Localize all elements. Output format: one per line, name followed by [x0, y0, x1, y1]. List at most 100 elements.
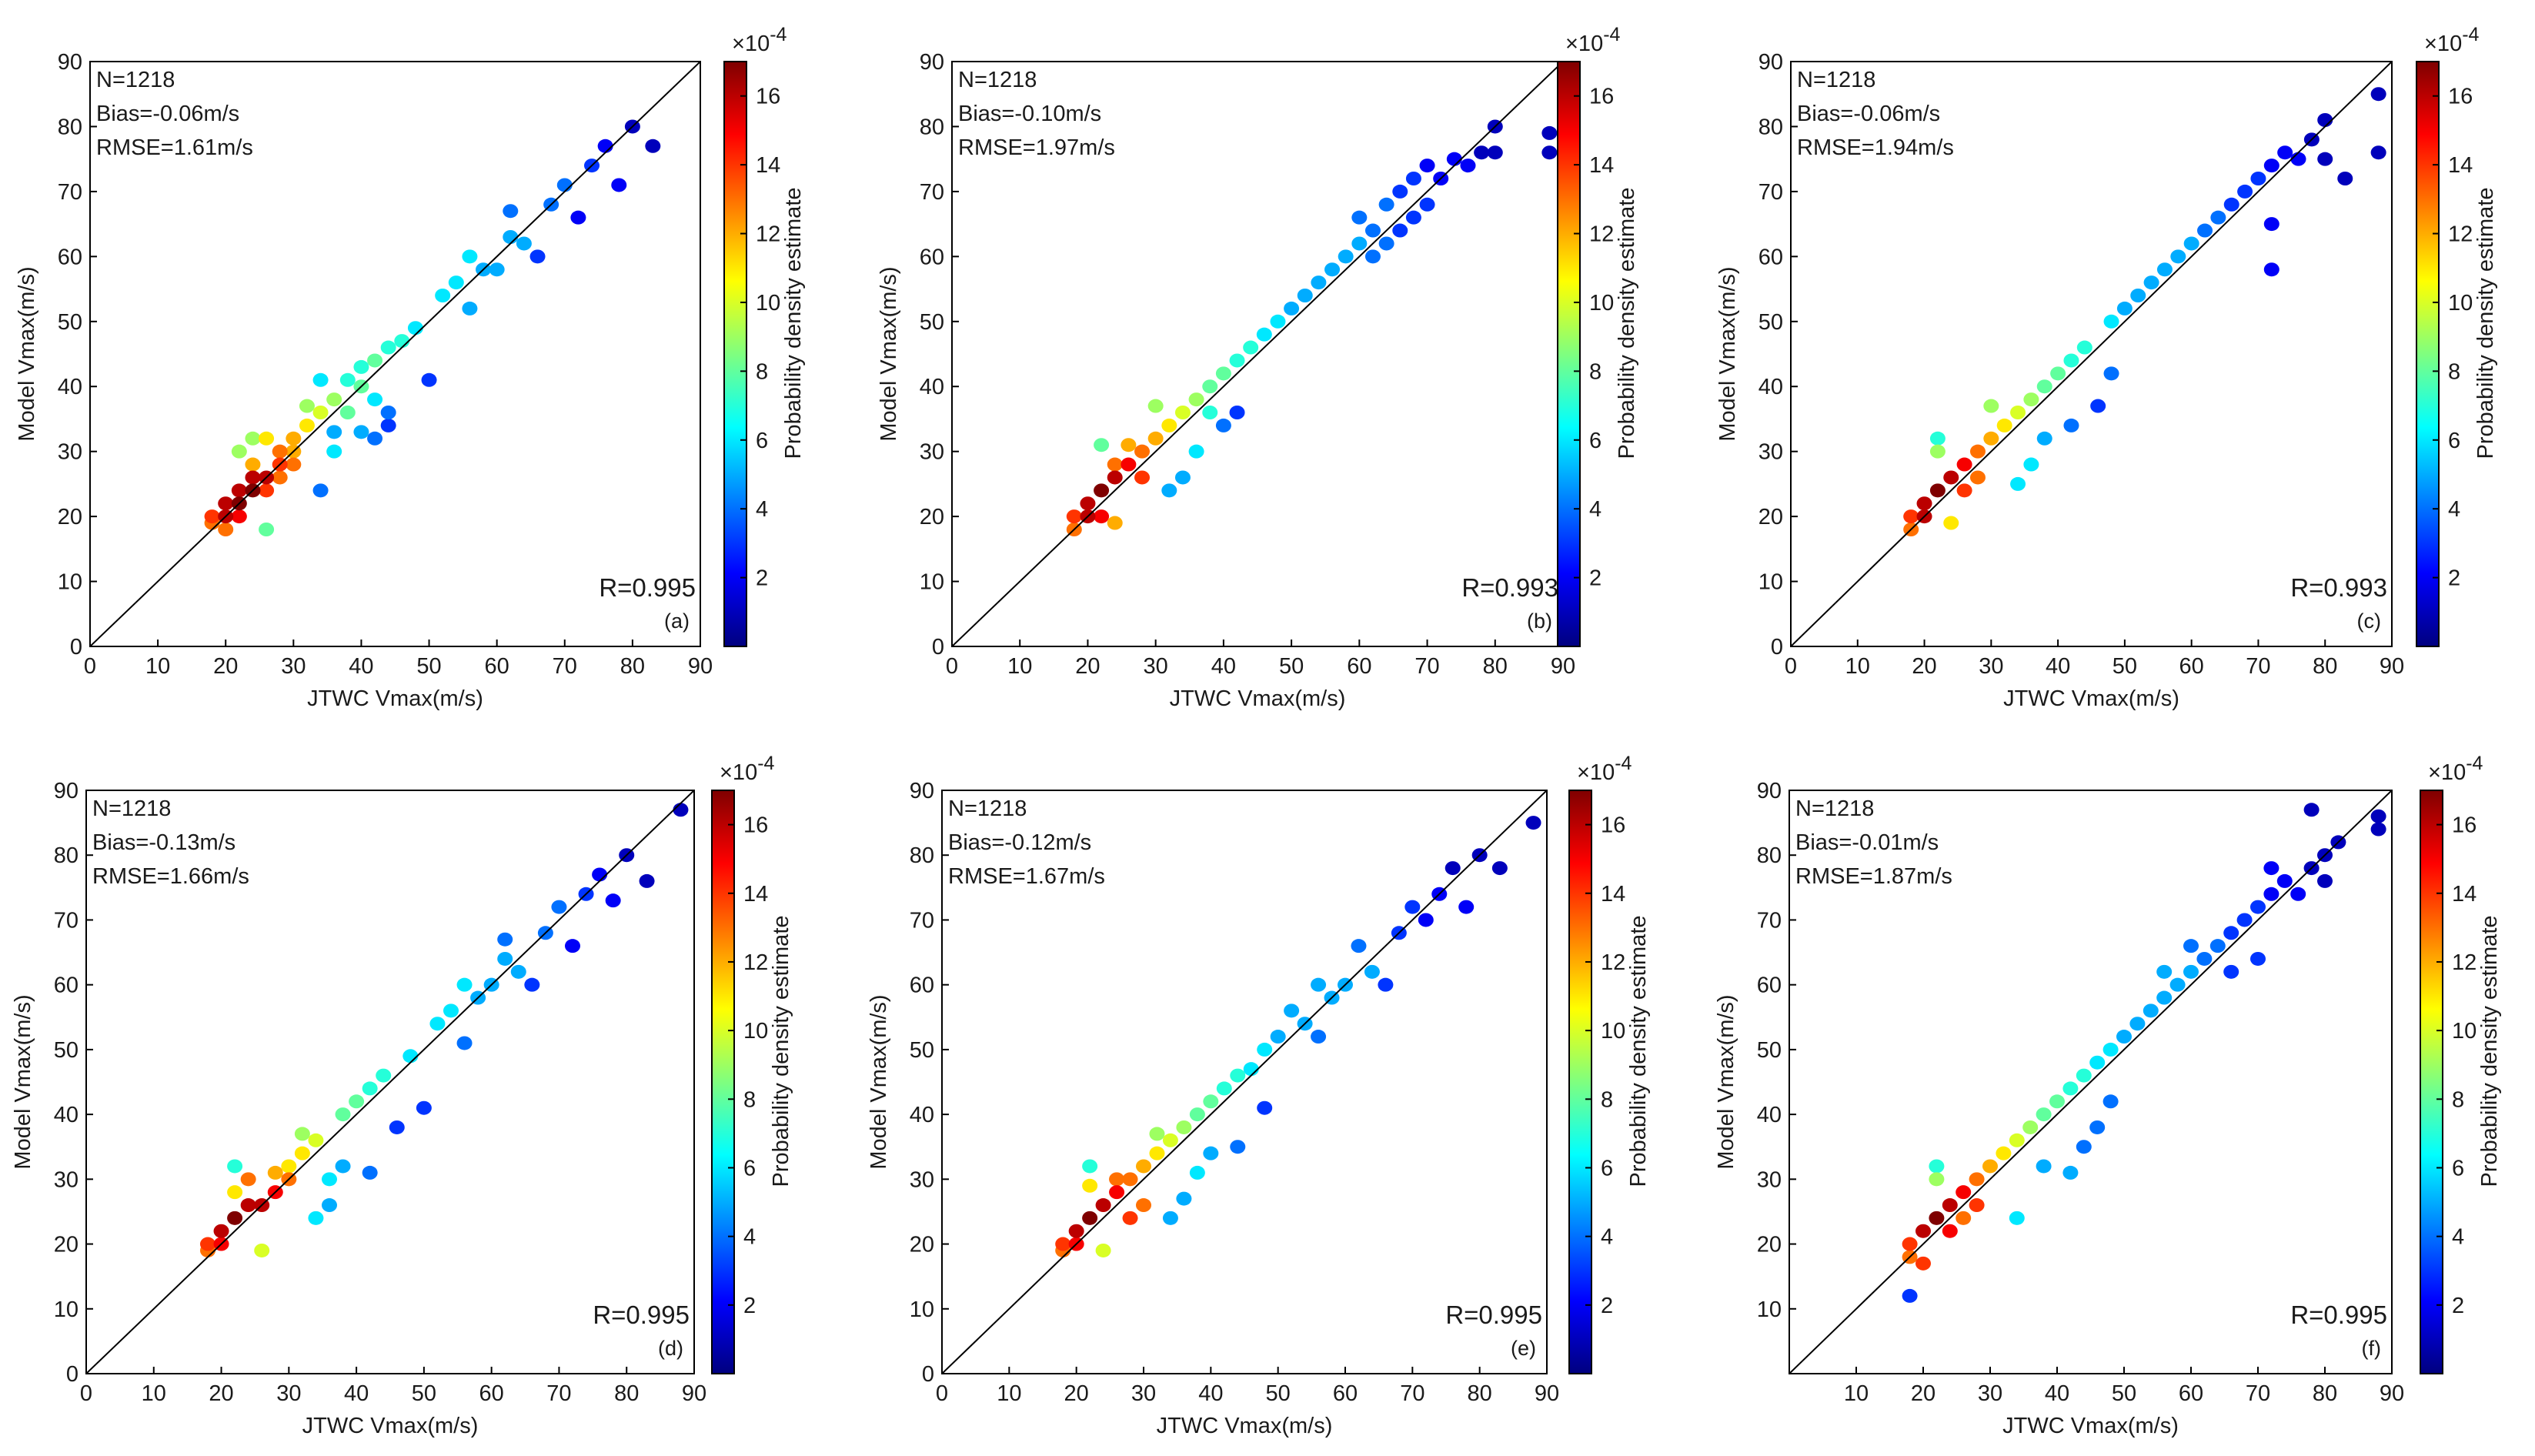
y-tick-label: 20	[1758, 505, 1783, 529]
r-value-text: R=0.993	[2290, 573, 2387, 602]
colorbar-tick-label: 12	[1589, 222, 1614, 247]
x-tick-label: 90	[688, 654, 713, 679]
data-point	[200, 1237, 215, 1251]
y-tick-label: 70	[58, 180, 82, 205]
data-point	[2277, 145, 2293, 160]
rmse-text: RMSE=1.97m/s	[958, 135, 1115, 160]
colorbar-tick-label: 12	[1601, 950, 1625, 975]
data-point	[1324, 262, 1341, 277]
colorbar-tick-label: 4	[2448, 497, 2460, 522]
plot-area	[1789, 790, 2393, 1374]
n-text: N=1218	[92, 796, 171, 821]
data-point	[1230, 1068, 1246, 1083]
colorbar-tick-label: 14	[1601, 882, 1625, 907]
y-tick-label: 90	[1757, 779, 1782, 803]
y-tick-label: 40	[1757, 1103, 1782, 1127]
data-point	[1121, 438, 1137, 452]
data-point	[1929, 444, 1946, 459]
data-point	[326, 425, 342, 439]
data-point	[1929, 1211, 1945, 1225]
x-tick-label: 40	[349, 654, 373, 679]
data-point	[2317, 113, 2333, 127]
data-point	[1188, 392, 1204, 407]
x-axis-label: JTWC Vmax(m/s)	[302, 1414, 479, 1438]
n-text: N=1218	[96, 68, 175, 92]
r-value-text: R=0.995	[593, 1301, 690, 1329]
y-axis-label: Model Vmax(m/s)	[11, 994, 35, 1169]
data-point	[1082, 1159, 1098, 1174]
data-point	[322, 1198, 337, 1213]
y-tick-label: 50	[1757, 1038, 1782, 1063]
y-tick-label: 0	[922, 1362, 934, 1387]
x-tick-label: 20	[209, 1381, 233, 1406]
data-point	[2290, 152, 2306, 166]
data-point	[1161, 418, 1177, 432]
data-point	[240, 1172, 256, 1187]
data-point	[462, 301, 478, 316]
data-point	[2143, 276, 2159, 290]
panel-e: 0 10 20 30 40 50 60 70 80 90 0 10 20 30 40 50 60 70 80 90 JT…	[867, 753, 1651, 1438]
data-point	[1378, 977, 1394, 992]
data-point	[1458, 900, 1475, 914]
data-point	[1270, 314, 1286, 329]
y-tick-label: 20	[920, 505, 944, 529]
data-point	[376, 1068, 392, 1083]
data-point	[1122, 1172, 1138, 1187]
data-point	[402, 1049, 419, 1064]
x-tick-label: 70	[2246, 1381, 2270, 1406]
colorbar-multiplier: ×10-4	[732, 24, 787, 56]
data-point	[1162, 1211, 1178, 1225]
data-point	[353, 425, 369, 439]
x-tick-label: 80	[1483, 654, 1508, 679]
data-point	[1174, 470, 1191, 485]
y-tick-label: 60	[910, 973, 934, 998]
data-point	[2303, 803, 2320, 817]
n-text: N=1218	[1797, 68, 1875, 92]
data-point	[353, 359, 369, 374]
data-point	[394, 334, 410, 349]
data-point	[218, 496, 234, 511]
x-tick-label: 10	[145, 654, 170, 679]
colorbar-tick-label: 16	[1589, 85, 1614, 109]
data-point	[227, 1185, 243, 1200]
colorbar-tick-label: 10	[756, 291, 780, 316]
data-point	[2250, 172, 2266, 185]
data-point	[2063, 353, 2079, 368]
data-point	[1525, 816, 1541, 830]
colorbar-tick-label: 10	[2448, 291, 2473, 316]
data-point	[380, 418, 396, 432]
data-point	[1094, 438, 1110, 452]
y-tick-label: 50	[58, 310, 82, 335]
x-tick-label: 30	[1978, 1381, 2002, 1406]
data-point	[1068, 1224, 1084, 1238]
data-point	[2223, 926, 2239, 940]
data-point	[1311, 1030, 1327, 1044]
y-tick-label: 30	[1758, 440, 1783, 465]
data-point	[335, 1107, 351, 1122]
data-point	[2076, 1068, 2092, 1083]
scatter-points	[1902, 803, 2386, 1303]
y-tick-label: 40	[910, 1103, 934, 1127]
data-point	[339, 372, 356, 387]
data-point	[1929, 483, 1946, 498]
data-point	[312, 406, 329, 419]
data-point	[1162, 1133, 1178, 1147]
panel-f: 10 20 30 40 50 60 70 80 90 10 20 30 40 50 60 70 80 90 JTWC…	[1714, 753, 2502, 1438]
data-point	[2130, 289, 2146, 302]
data-point	[1942, 1224, 1958, 1238]
data-point	[299, 399, 315, 413]
data-point	[2036, 379, 2052, 394]
data-point	[1491, 861, 1508, 876]
colorbar-multiplier: ×10-4	[2428, 753, 2483, 785]
colorbar-tick-label: 12	[2448, 222, 2473, 247]
data-point	[1969, 444, 1986, 459]
x-axis-label: JTWC Vmax(m/s)	[1170, 686, 1346, 711]
x-tick-label: 80	[2313, 654, 2337, 679]
data-point	[2102, 1042, 2119, 1057]
data-point	[565, 939, 580, 953]
data-point	[1297, 289, 1313, 302]
data-point	[1378, 197, 1394, 212]
data-point	[1487, 145, 1503, 160]
colorbar-tick-label: 8	[2452, 1087, 2464, 1112]
data-point	[1284, 301, 1300, 316]
